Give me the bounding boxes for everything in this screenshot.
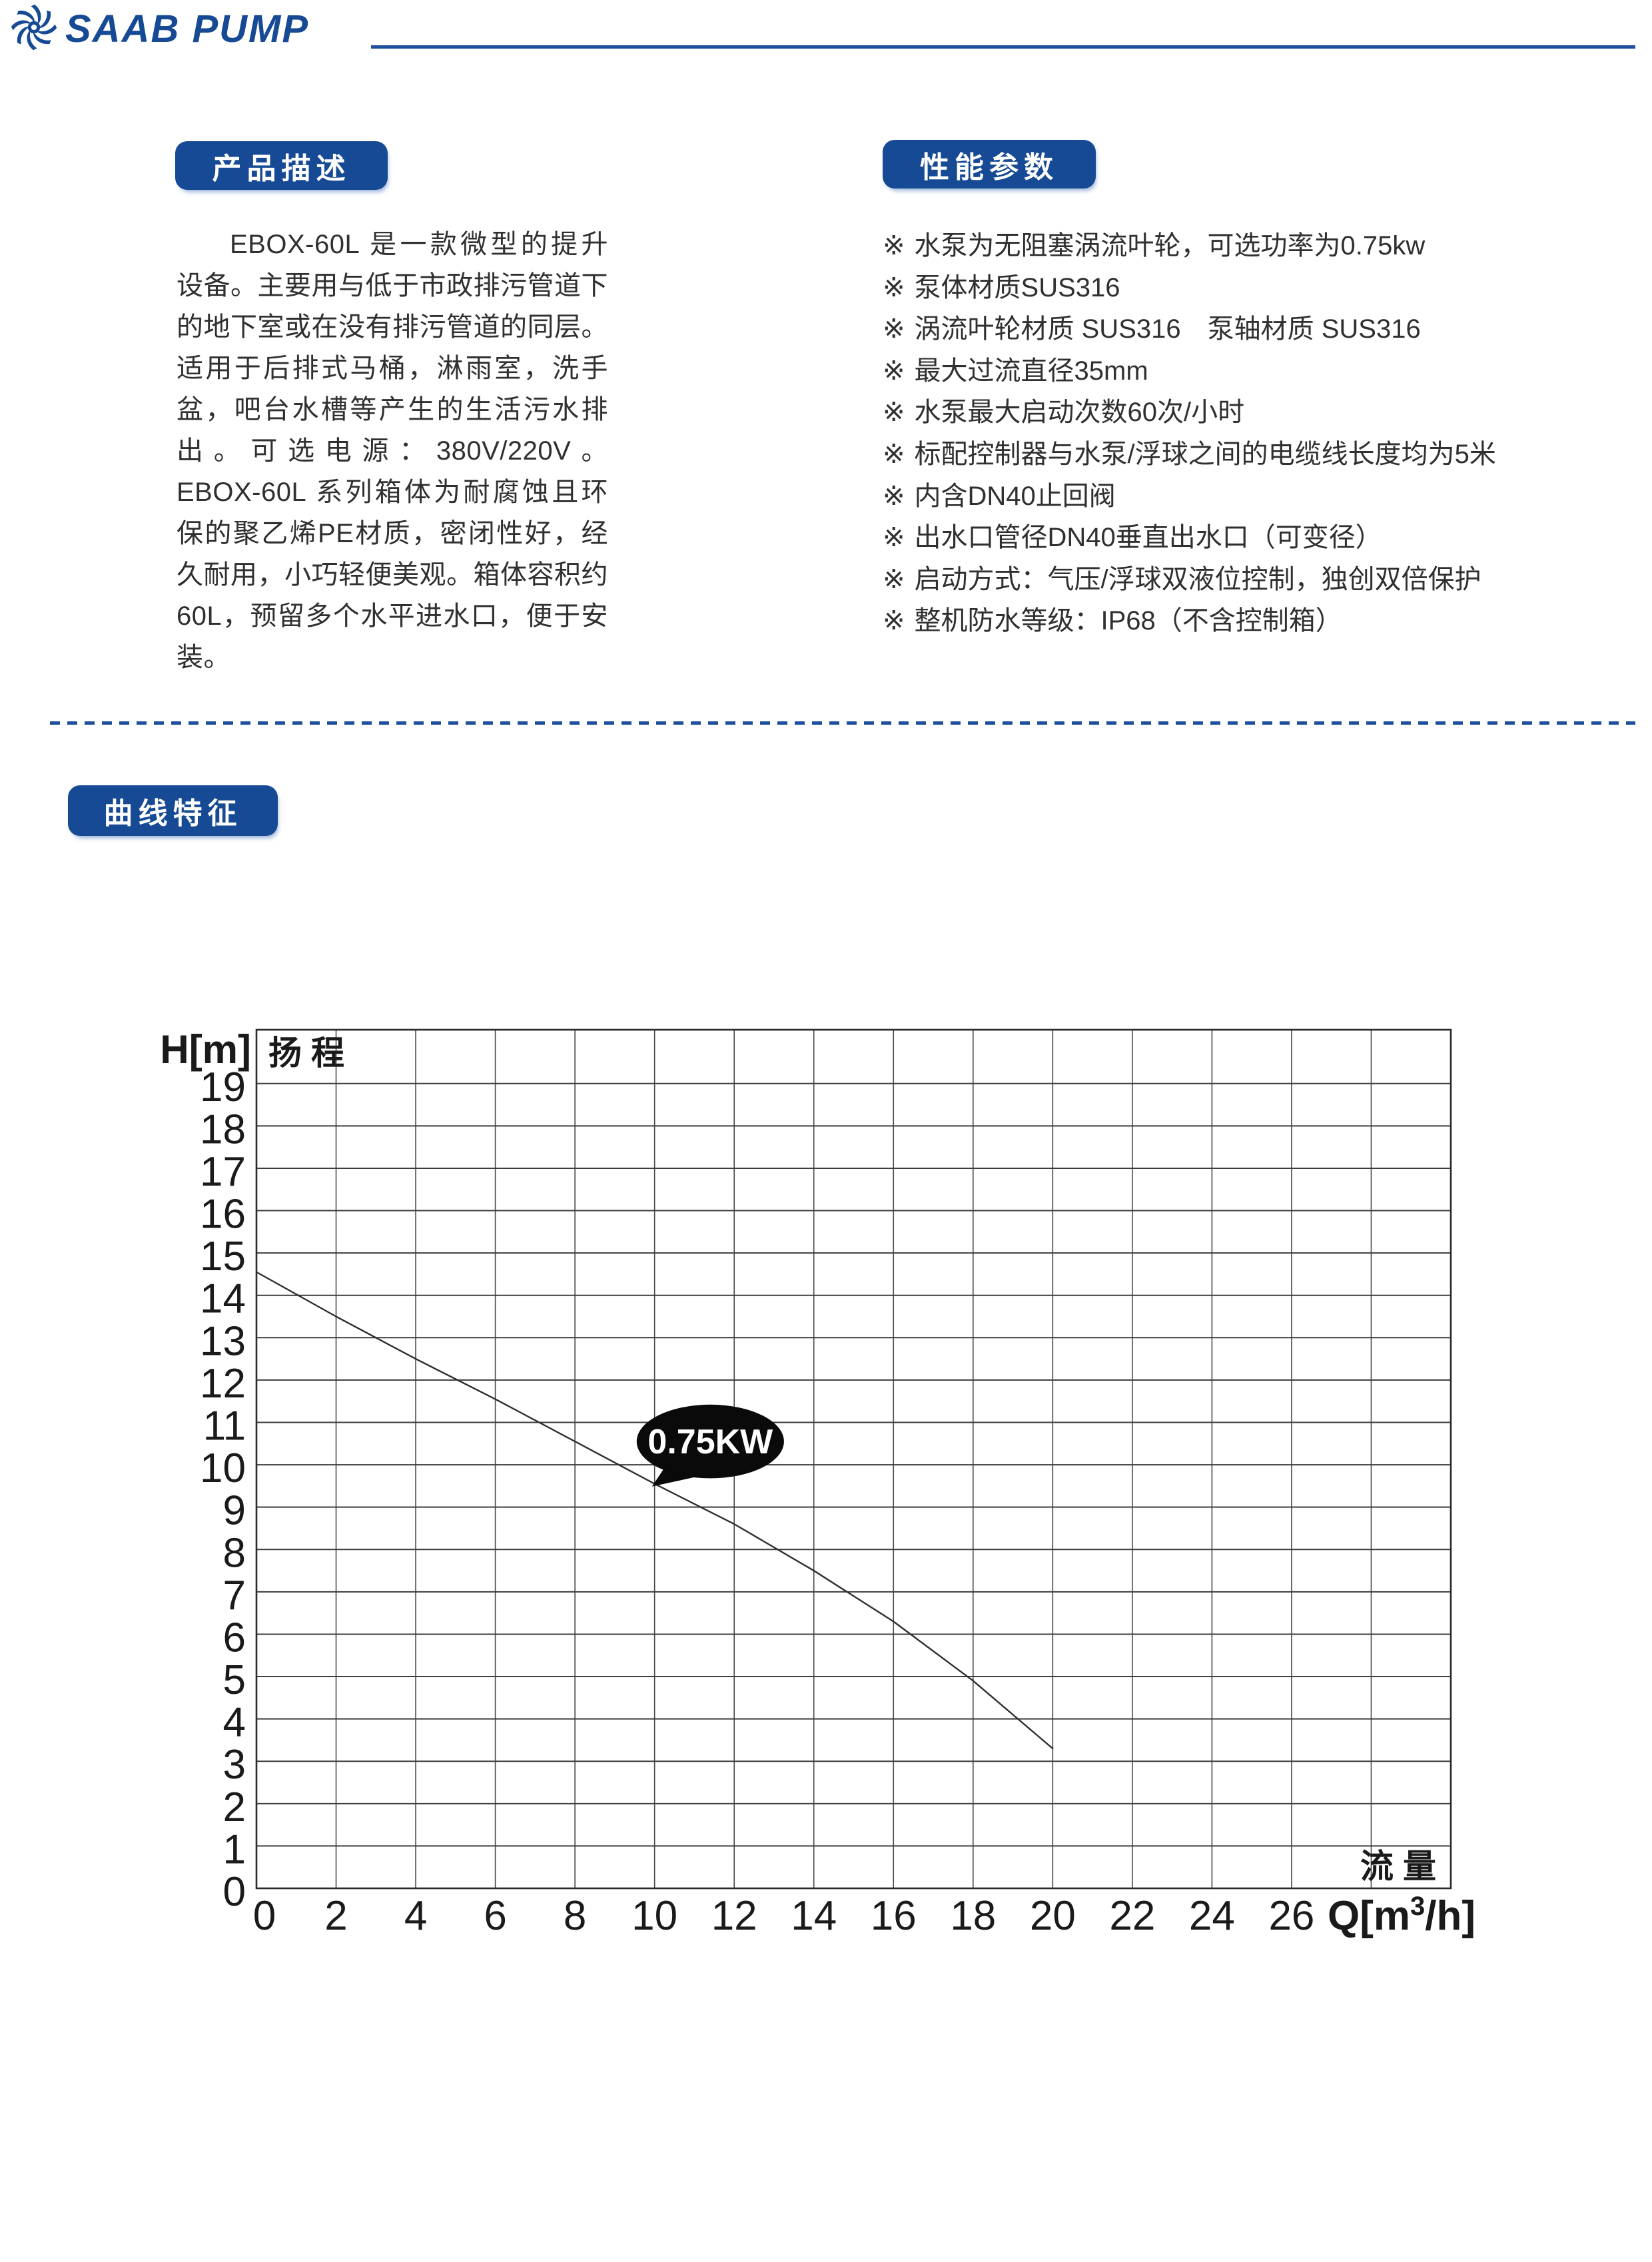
x-tick-label: 14 xyxy=(791,1893,837,1939)
bullet-text: 整机防水等级：IP68（不含控制箱） xyxy=(914,606,1342,636)
y-tick-label: 19 xyxy=(200,1064,246,1110)
product-description-paragraph: EBOX-60L 是一款微型的提升设备。主要用与低于市政排污管道下的地下室或在没… xyxy=(177,230,608,672)
y-tick-label: 0 xyxy=(223,1869,246,1915)
y-tick-label: 13 xyxy=(200,1318,246,1364)
performance-spec-list: ※ 水泵为无阻塞涡流叶轮，可选功率为0.75kw ※ 泵体材质SUS316 ※ 涡流叶轮材… xyxy=(883,224,1642,641)
bullet-text: 泵体材质SUS316 xyxy=(914,272,1120,302)
spec-bullet: ※ 水泵为无阻塞涡流叶轮，可选功率为0.75kw xyxy=(883,224,1642,266)
x-axis-cjk-title: 流量 xyxy=(1360,1848,1446,1885)
bullet-text: 水泵为无阻塞涡流叶轮，可选功率为0.75kw xyxy=(914,231,1426,260)
y-tick-label: 9 xyxy=(223,1488,246,1534)
x-tick-label: 20 xyxy=(1030,1893,1076,1939)
x-tick-label: 18 xyxy=(950,1893,996,1939)
bullet-text: 涡流叶轮材质 SUS316 泵轴材质 SUS316 xyxy=(914,314,1421,344)
bullet-text: 出水口管径DN40垂直出水口（可变径） xyxy=(914,523,1382,553)
bullet-marker-icon: ※ xyxy=(883,606,905,636)
bullet-text: 标配控制器与水泵/浮球之间的电缆线长度均为5米 xyxy=(914,439,1496,469)
spec-bullet: ※ 泵体材质SUS316 xyxy=(883,266,1642,308)
bullet-marker-icon: ※ xyxy=(883,231,905,260)
y-tick-label: 10 xyxy=(200,1445,246,1491)
annotation-bubble xyxy=(636,1404,784,1479)
pump-impeller-logo-icon xyxy=(9,3,59,55)
spec-bullet: ※ 启动方式：气压/浮球双液位控制，独创双倍保护 xyxy=(883,558,1642,599)
y-tick-label: 12 xyxy=(200,1361,246,1407)
y-tick-label: 6 xyxy=(223,1615,246,1661)
x-tick-label: 16 xyxy=(871,1893,917,1939)
x-tick-label: 12 xyxy=(711,1893,757,1939)
y-tick-label: 17 xyxy=(200,1149,246,1195)
bullet-marker-icon: ※ xyxy=(883,439,905,469)
spec-bullet: ※ 整机防水等级：IP68（不含控制箱） xyxy=(883,599,1642,641)
spec-bullet: ※ 出水口管径DN40垂直出水口（可变径） xyxy=(883,516,1642,558)
x-tick-label: 24 xyxy=(1189,1893,1235,1939)
dashed-separator xyxy=(50,721,1635,725)
chart-grid xyxy=(256,1030,1451,1888)
spec-bullet: ※ 标配控制器与水泵/浮球之间的电缆线长度均为5米 xyxy=(883,432,1642,474)
spec-bullet: ※ 涡流叶轮材质 SUS316 泵轴材质 SUS316 xyxy=(883,307,1642,349)
annotation-label: 0.75KW xyxy=(647,1423,773,1461)
y-tick-label: 7 xyxy=(223,1573,246,1619)
y-tick-label: 5 xyxy=(223,1657,246,1703)
x-axis-title: Q[m3/h] xyxy=(1328,1892,1475,1939)
y-tick-label: 14 xyxy=(200,1276,246,1322)
x-tick-label: 8 xyxy=(564,1893,586,1939)
bullet-marker-icon: ※ xyxy=(883,356,905,386)
x-tick-label: 10 xyxy=(631,1893,677,1939)
x-tick-label: 22 xyxy=(1109,1893,1155,1939)
bullet-marker-icon: ※ xyxy=(883,398,905,428)
y-axis-title: H[m] xyxy=(160,1027,251,1072)
bullet-marker-icon: ※ xyxy=(883,272,905,302)
bullet-marker-icon: ※ xyxy=(883,481,905,511)
spec-bullet: ※ 内含DN40止回阀 xyxy=(883,474,1642,516)
bullet-marker-icon: ※ xyxy=(883,564,905,594)
bullet-text: 启动方式：气压/浮球双液位控制，独创双倍保护 xyxy=(914,564,1481,594)
y-tick-label: 3 xyxy=(223,1742,246,1788)
y-tick-label: 18 xyxy=(200,1106,246,1152)
x-tick-label: 6 xyxy=(484,1893,506,1939)
y-tick-label: 1 xyxy=(223,1826,246,1872)
bullet-text: 内含DN40止回阀 xyxy=(914,481,1116,511)
bullet-text: 水泵最大启动次数60次/小时 xyxy=(914,398,1245,428)
pump-curve-chart: 0 1 2 3 4 5 6 7 8 9 10 11 12 13 14 15 16 17 18 19 0 2 4 6 8 10 12 1… xyxy=(160,1027,1475,1939)
bullet-text: 最大过流直径35mm xyxy=(914,356,1148,386)
bullet-marker-icon: ※ xyxy=(883,314,905,344)
x-tick-label: 26 xyxy=(1268,1893,1314,1939)
y-tick-label: 2 xyxy=(223,1784,246,1830)
x-tick-label: 0 xyxy=(253,1893,276,1939)
x-tick-label: 2 xyxy=(324,1893,347,1939)
power-annotation: 0.75KW xyxy=(636,1404,784,1487)
x-axis-tick-labels: 0 2 4 6 8 10 12 14 16 18 20 22 24 26 xyxy=(253,1893,1315,1939)
bullet-marker-icon: ※ xyxy=(883,523,905,553)
spec-bullet: ※ 水泵最大启动次数60次/小时 xyxy=(883,390,1642,432)
header: SAAB PUMP xyxy=(9,3,309,55)
y-tick-label: 15 xyxy=(200,1234,246,1280)
y-axis-cjk-title: 扬程 xyxy=(268,1034,354,1072)
section-header-curve-characteristics: 曲线特征 xyxy=(68,785,278,836)
y-tick-label: 8 xyxy=(223,1530,246,1576)
y-tick-label: 11 xyxy=(203,1403,246,1449)
header-rule xyxy=(371,45,1635,49)
brand-logo-text: SAAB PUMP xyxy=(65,7,310,51)
spec-bullet: ※ 最大过流直径35mm xyxy=(883,349,1642,391)
x-tick-label: 4 xyxy=(404,1893,427,1939)
section-header-product-description: 产品描述 xyxy=(175,141,388,190)
section-header-performance-parameters: 性能参数 xyxy=(883,140,1096,188)
y-tick-label: 4 xyxy=(223,1700,246,1746)
y-tick-label: 16 xyxy=(200,1192,246,1238)
chart-border xyxy=(255,1028,1452,1890)
